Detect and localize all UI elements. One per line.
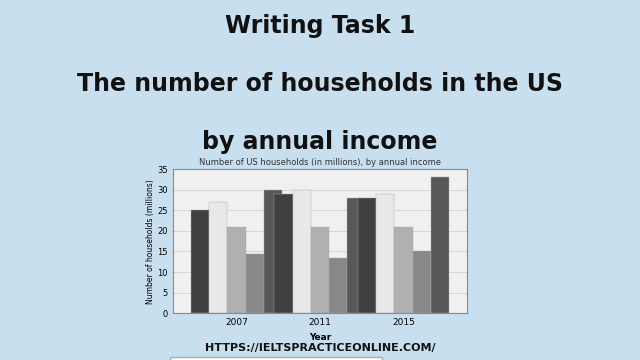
X-axis label: Year: Year [309, 333, 331, 342]
Bar [311, 227, 329, 313]
Text: by annual income: by annual income [202, 130, 438, 154]
Text: The number of households in the US: The number of households in the US [77, 72, 563, 96]
Bar [431, 177, 449, 313]
Bar [394, 227, 413, 313]
Y-axis label: Number of households (millions): Number of households (millions) [145, 179, 154, 303]
Bar [329, 258, 348, 313]
Bar [348, 198, 365, 313]
Bar [376, 194, 394, 313]
Bar [264, 190, 282, 313]
Bar [275, 194, 292, 313]
Title: Number of US households (in millions), by annual income: Number of US households (in millions), b… [199, 158, 441, 167]
Bar [191, 210, 209, 313]
Text: Writing Task 1: Writing Task 1 [225, 14, 415, 39]
Text: HTTPS://IELTSPRACTICEONLINE.COM/: HTTPS://IELTSPRACTICEONLINE.COM/ [205, 343, 435, 353]
Bar [246, 253, 264, 313]
Bar [227, 227, 246, 313]
Bar [292, 190, 311, 313]
Bar [413, 252, 431, 313]
Bar [209, 202, 227, 313]
Bar [358, 198, 376, 313]
Legend: Less than $25,000, $25,000–$49,999, $50,000–$74,999, $75,000–$99,999, $100,000 o: Less than $25,000, $25,000–$49,999, $50,… [170, 357, 382, 360]
